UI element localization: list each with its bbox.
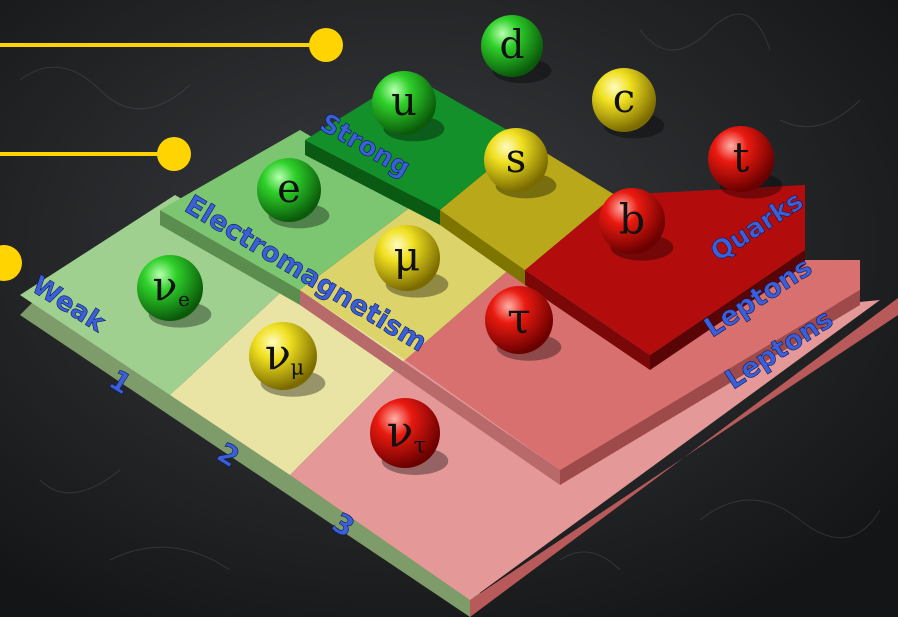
chalk-scribbles xyxy=(19,13,881,571)
particle-ball xyxy=(372,71,436,135)
particle-e: e xyxy=(257,158,330,229)
particle-ball xyxy=(249,322,317,390)
strong-gen3 xyxy=(525,185,805,355)
callout-dot-strong xyxy=(309,28,343,62)
particle-ball xyxy=(484,128,548,192)
particle-ball xyxy=(592,68,656,132)
particle-ball xyxy=(481,15,543,77)
particle-subscript: μ xyxy=(290,356,304,380)
particle-tau: τ xyxy=(485,286,562,361)
particle-c: c xyxy=(592,68,665,139)
particle-symbol: ν xyxy=(387,406,414,457)
particle-d: d xyxy=(481,15,552,84)
particle-symbol: c xyxy=(613,76,635,122)
strong-gen2 xyxy=(440,140,615,270)
particle-ball xyxy=(708,126,774,192)
particle-ball xyxy=(374,225,440,291)
particle-symbol: μ xyxy=(394,233,421,281)
particle-symbol: d xyxy=(500,23,525,68)
particle-symbol: b xyxy=(619,196,645,244)
strong-gen1 xyxy=(305,75,525,210)
particle-symbol: ν xyxy=(153,263,178,311)
particle-t: t xyxy=(708,126,783,199)
particle-symbol: ν xyxy=(265,330,291,380)
particle-ball xyxy=(370,398,440,468)
particle-ball xyxy=(485,286,553,354)
weak-layer-right-edge xyxy=(470,298,898,617)
particle-b: b xyxy=(599,188,674,261)
particle-symbol: u xyxy=(391,79,417,125)
particle-s: s xyxy=(484,128,557,199)
particle-u: u xyxy=(372,71,445,142)
particle-ball xyxy=(599,188,665,254)
weak-layer-front-edge xyxy=(20,295,490,617)
callout-dot-weak xyxy=(0,245,22,281)
particle-symbol: s xyxy=(506,136,527,182)
callout-dot-em xyxy=(157,137,191,171)
particle-ball xyxy=(137,255,203,321)
strong-layer xyxy=(305,75,805,370)
particle-mu: μ xyxy=(374,225,449,298)
particle-subscript: e xyxy=(178,287,190,311)
particle-symbol: τ xyxy=(507,294,531,344)
particle-ball xyxy=(257,158,321,222)
particle-subscript: τ xyxy=(414,433,426,458)
particle-symbol: t xyxy=(733,134,750,182)
particle-symbol: e xyxy=(277,166,301,212)
callouts xyxy=(0,28,343,281)
